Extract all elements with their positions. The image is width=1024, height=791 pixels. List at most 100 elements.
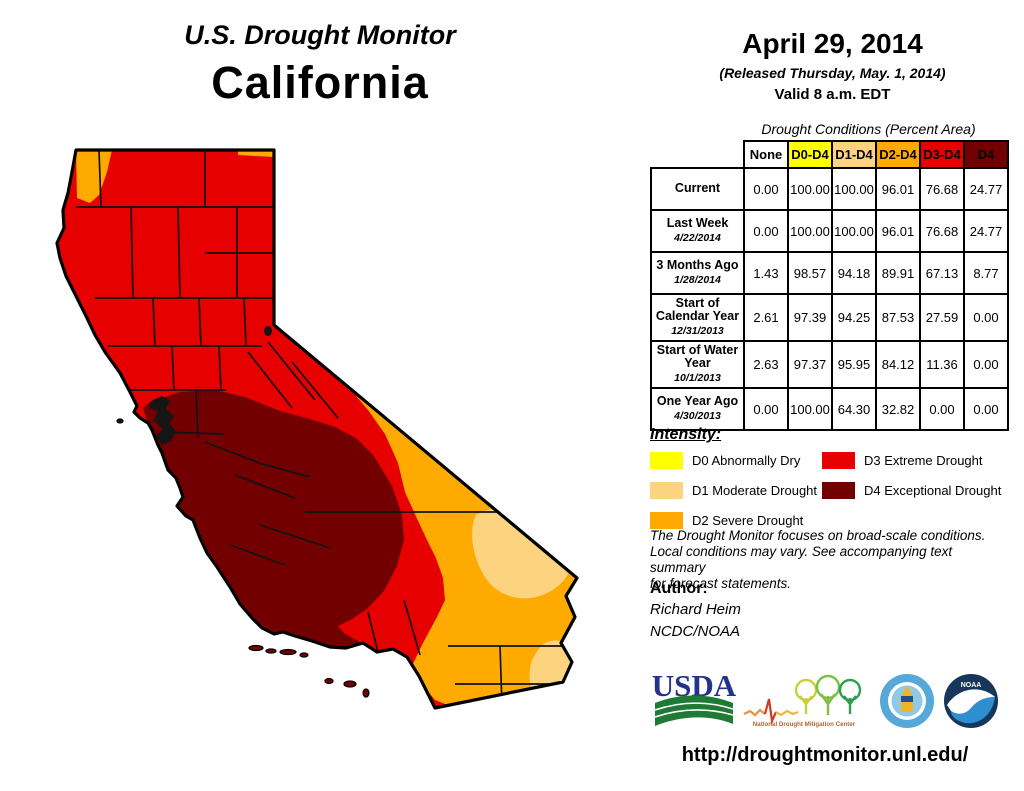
table-row: One Year Ago 4/30/2013 0.00 100.00 64.30 … <box>650 387 1009 431</box>
disclaimer-line: Local conditions may vary. See accompany… <box>650 544 953 575</box>
d1-swatch <box>650 482 683 500</box>
d3-swatch <box>822 452 855 470</box>
cell-value: 8.77 <box>963 251 1009 295</box>
cell-value: 100.00 <box>787 387 833 431</box>
seal-shield-base <box>901 702 913 712</box>
title-block: U.S. Drought Monitor California <box>70 20 570 109</box>
map-date: April 29, 2014 <box>742 28 923 59</box>
cell-value: 100.00 <box>787 209 833 253</box>
cell-value: 1.43 <box>743 251 789 295</box>
legend-item-d2: D2 Severe Drought <box>650 512 803 530</box>
cell-value: 96.01 <box>875 209 921 253</box>
d4-swatch <box>822 482 855 500</box>
legend-item-d4: D4 Exceptional Drought <box>822 482 1001 500</box>
ndmc-trees <box>794 674 862 715</box>
col-header-d1-d4: D1-D4 <box>831 140 877 169</box>
table-caption: Drought Conditions (Percent Area) <box>761 121 976 137</box>
col-header-d2-d4: D2-D4 <box>875 140 921 169</box>
noaa-wordmark: NOAA <box>961 682 982 689</box>
cell-value: 64.30 <box>831 387 877 431</box>
legend-label: D0 Abnormally Dry <box>692 453 801 469</box>
valid-time: Valid 8 a.m. EDT <box>774 86 891 103</box>
legend-item-d0: D0 Abnormally Dry <box>650 452 800 470</box>
cell-value: 100.00 <box>831 209 877 253</box>
cell-value: 95.95 <box>831 340 877 389</box>
ndmc-wordmark: National Drought Mitigation Center <box>753 721 856 728</box>
cell-value: 97.39 <box>787 293 833 342</box>
lake-tahoe <box>264 326 272 336</box>
cell-value: 32.82 <box>875 387 921 431</box>
legend-label: D4 Exceptional Drought <box>864 483 1002 499</box>
usda-swoosh <box>654 702 734 718</box>
cell-value: 27.59 <box>919 293 965 342</box>
intensity-heading: Intensity: <box>650 426 722 443</box>
cell-value: 94.25 <box>831 293 877 342</box>
d2-severe-east-band <box>351 390 577 706</box>
noaa-logo: NOAA <box>944 674 998 728</box>
cell-value: 76.68 <box>919 209 965 253</box>
cell-value: 100.00 <box>787 167 833 211</box>
cell-value: 2.61 <box>743 293 789 342</box>
logo-row: USDA National Drought Mitigation Center … <box>646 664 1010 744</box>
table-header-row: None D0-D4 D1-D4 D2-D4 D3-D4 D4 <box>651 140 1009 169</box>
county-boundaries <box>76 150 570 707</box>
cell-value: 96.01 <box>875 167 921 211</box>
row-label: Start of Calendar Year <box>655 296 740 323</box>
d0-swatch <box>650 452 683 470</box>
ndmc-wave <box>743 698 799 725</box>
table-corner-cell <box>651 141 744 168</box>
table-row: Start of Calendar Year 12/31/2013 2.61 97… <box>650 293 1009 342</box>
drought-conditions-table: None D0-D4 D1-D4 D2-D4 D3-D4 D4 Current … <box>650 140 1009 431</box>
legend-label: D3 Extreme Drought <box>864 453 983 469</box>
d2-severe-north-sliver <box>238 150 274 157</box>
cell-value: 0.00 <box>743 387 789 431</box>
cell-value: 97.37 <box>787 340 833 389</box>
cell-value: 89.91 <box>875 251 921 295</box>
disclaimer-text: The Drought Monitor focuses on broad-sca… <box>650 528 1010 592</box>
cell-value: 84.12 <box>875 340 921 389</box>
drought-map-svg <box>55 148 579 710</box>
col-header-none: None <box>743 140 789 169</box>
cell-value: 11.36 <box>919 340 965 389</box>
row-date: 12/31/2013 <box>671 325 724 337</box>
intensity-legend: D0 Abnormally Dry D1 Moderate Drought D2… <box>650 452 1010 547</box>
legend-label: D2 Severe Drought <box>692 513 804 529</box>
disclaimer-line: The Drought Monitor focuses on broad-sca… <box>650 528 986 543</box>
table-row: Last Week 4/22/2014 0.00 100.00 100.00 96… <box>650 209 1009 253</box>
cell-value: 24.77 <box>963 167 1009 211</box>
release-date: (Released Thursday, May. 1, 2014) <box>719 65 946 81</box>
san-francisco-bay <box>149 396 176 445</box>
row-date: 10/1/2013 <box>674 372 721 384</box>
footer-url: http://droughtmonitor.unl.edu/ <box>681 744 969 766</box>
cell-value: 0.00 <box>963 387 1009 431</box>
cell-value: 76.68 <box>919 167 965 211</box>
cell-value: 0.00 <box>919 387 965 431</box>
seal-eagle <box>901 686 913 696</box>
seal-shield-chief <box>901 696 913 702</box>
commerce-seal <box>880 674 934 728</box>
col-header-d3-d4: D3-D4 <box>919 140 965 169</box>
cell-value: 2.63 <box>743 340 789 389</box>
row-label: Start of Water Year <box>656 343 739 370</box>
cell-value: 0.00 <box>963 293 1009 342</box>
cell-value: 0.00 <box>743 209 789 253</box>
table-row: Current 0.00 100.00 100.00 96.01 76.68 2… <box>650 167 1009 211</box>
row-label: Current <box>674 180 721 195</box>
d2-severe-northwest <box>76 150 112 203</box>
california-outline <box>55 148 579 710</box>
cell-value: 0.00 <box>963 340 1009 389</box>
channel-islands <box>116 418 370 698</box>
col-header-d4: D4 <box>963 140 1009 169</box>
row-date: 1/28/2014 <box>674 274 721 286</box>
col-header-d0-d4: D0-D4 <box>787 140 833 169</box>
legend-item-d1: D1 Moderate Drought <box>650 482 817 500</box>
cell-value: 94.18 <box>831 251 877 295</box>
row-date: 4/30/2013 <box>674 410 721 422</box>
row-label: One Year Ago <box>656 394 739 408</box>
author-name: Richard Heim <box>650 601 741 618</box>
ndmc-logo: National Drought Mitigation Center <box>743 674 862 728</box>
usda-logo: USDA <box>652 668 736 726</box>
noaa-lower-sea <box>951 697 995 724</box>
table-row: 3 Months Ago 1/28/2014 1.43 98.57 94.18 8… <box>650 251 1009 295</box>
